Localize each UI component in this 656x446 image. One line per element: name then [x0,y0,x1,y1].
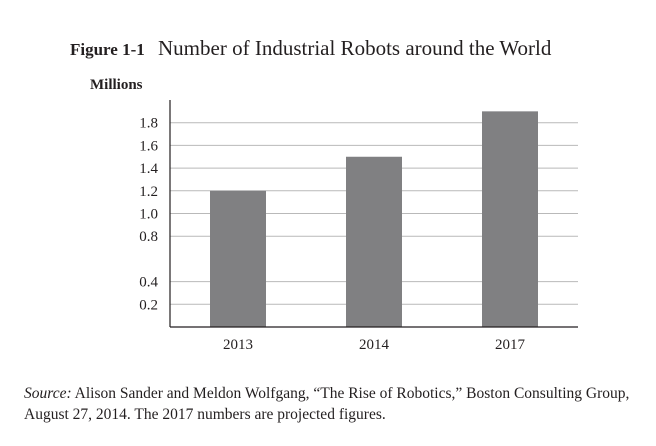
figure-label: Figure 1-1 [70,40,145,59]
figure-title: Figure 1-1 Number of Industrial Robots a… [70,36,551,61]
y-tick-label: 1.4 [139,161,158,177]
y-axis-unit-label: Millions [90,77,143,93]
source-note: Source: Alison Sander and Meldon Wolfgan… [24,383,644,425]
y-tick-label: 0.2 [139,297,158,313]
source-text: Alison Sander and Meldon Wolfgang, “The … [24,385,630,423]
bar [210,190,266,327]
y-tick-label: 1.8 [139,116,158,132]
bar [482,111,538,327]
figure-title-text: Number of Industrial Robots around the W… [158,36,552,60]
x-tick-label: 2014 [359,337,390,353]
x-tick-label: 2013 [223,337,253,353]
bar [346,156,402,327]
source-label: Source: [24,385,72,402]
y-tick-label: 1.0 [139,207,158,223]
y-tick-label: 0.4 [139,275,158,291]
x-tick-label: 2017 [495,337,526,353]
y-tick-label: 0.8 [139,229,158,245]
y-tick-label: 1.2 [139,184,158,200]
y-tick-label: 1.6 [139,138,158,154]
